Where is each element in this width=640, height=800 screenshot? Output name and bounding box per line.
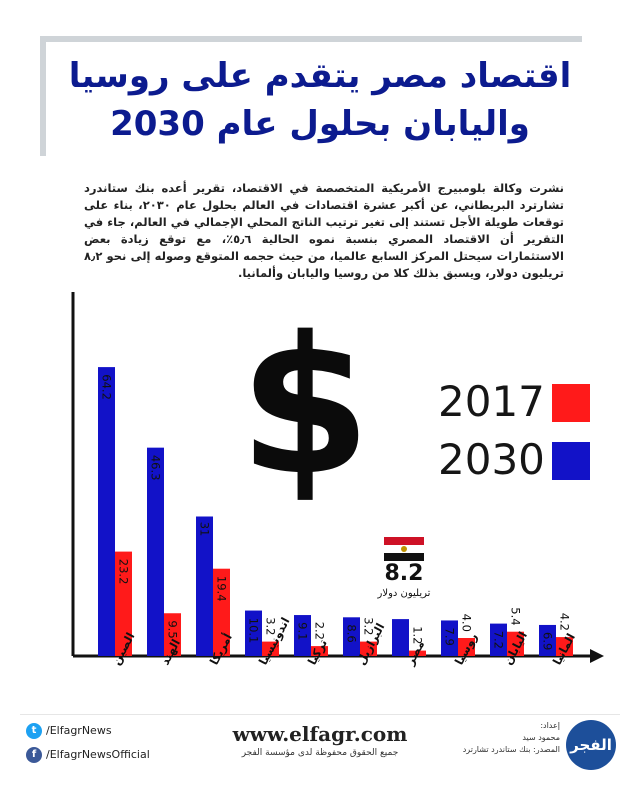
intro-paragraph: نشرت وكالة بلومبيرج الأمريكية المتخصصة ف… [84, 181, 564, 280]
data-label-2017-8: 5.4 [509, 607, 523, 625]
twitter-handle: /ElfagrNews [46, 724, 112, 737]
data-label-2017-4: 2.2 [313, 622, 327, 640]
title-line-2: واليابان بحلول عام 2030 [110, 104, 530, 144]
title-line-1: اقتصاد مصر يتقدم على روسيا [68, 56, 572, 96]
bar-2030-1 [147, 447, 164, 656]
bar-2017-4 [311, 646, 328, 656]
footer-divider [20, 714, 620, 715]
facebook-icon: f [26, 747, 42, 763]
twitter-icon: t [26, 723, 42, 739]
bar-2017-3 [262, 641, 279, 656]
bar-2017-7 [458, 638, 475, 656]
bar-2017-2 [213, 568, 230, 656]
data-label-2030-4: 9.1 [296, 622, 310, 640]
egypt-flag-icon [384, 537, 424, 561]
data-label-2017-0: 23.2 [117, 559, 131, 585]
bar-2030-2 [196, 516, 213, 656]
data-label-2030-9: 6.9 [541, 632, 555, 650]
bar-2017-6 [409, 650, 426, 656]
bar-2017-8 [507, 631, 524, 656]
twitter-link[interactable]: t/ElfagrNews [26, 722, 112, 740]
data-label-2030-2: 31 [198, 522, 212, 537]
bar-2030-3 [245, 610, 262, 656]
legend-label-2030: 2030 [438, 435, 545, 484]
bar-2017-1 [164, 613, 181, 656]
legend-label-2017: 2017 [438, 377, 545, 426]
data-label-2017-2: 19.4 [215, 576, 229, 602]
data-label-2017-6: 1.2 [411, 626, 425, 644]
data-label-2017-7: 4.0 [460, 614, 474, 632]
legend-swatch-2030 [552, 442, 590, 480]
bar-2030-0 [98, 367, 115, 656]
frame-top-border [40, 36, 582, 42]
data-label-2030-7: 7.9 [443, 628, 457, 646]
bar-2030-6 [392, 619, 409, 656]
bar-2017-5 [360, 641, 377, 656]
x-axis-arrow [590, 649, 604, 663]
data-label-2017-9: 4.2 [558, 613, 572, 631]
bar-2030-7 [441, 620, 458, 656]
data-label-2030-3: 10.1 [247, 618, 261, 644]
elfagr-logo: الفجر [566, 720, 616, 770]
data-label-2017-1: 9.5 [166, 620, 180, 638]
facebook-handle: /ElfagrNewsOfficial [46, 748, 150, 761]
bar-2030-5 [343, 617, 360, 656]
data-label-2030-1: 46.3 [149, 455, 163, 481]
bar-2030-4 [294, 615, 311, 656]
data-label-2030-5: 8.6 [345, 624, 359, 642]
egypt-2030-value: 8.2 [384, 561, 424, 586]
bar-2017-9 [556, 637, 573, 656]
data-label-2017-5: 3.2 [362, 617, 376, 635]
source-credit: المصدر: بنك ستاندرد تشارترد [462, 745, 560, 754]
data-label-2017-3: 3.2 [264, 617, 278, 635]
prepared-label: إعداد: [540, 721, 560, 730]
bar-2030-8 [490, 623, 507, 656]
egypt-2030-unit: تريليون دولار [377, 588, 431, 599]
facebook-link[interactable]: f/ElfagrNewsOfficial [26, 746, 150, 764]
bar-2017-0 [115, 551, 132, 656]
website-link[interactable]: www.elfagr.com [232, 722, 408, 746]
credits-block: إعداد: محمود سيد المصدر: بنك ستاندرد تشا… [440, 720, 560, 756]
data-label-2030-8: 7.2 [492, 631, 506, 649]
data-label-2030-0: 64.2 [100, 374, 114, 400]
legend-swatch-2017 [552, 384, 590, 422]
bar-2030-9 [539, 624, 556, 656]
frame-left-border [40, 36, 46, 156]
prepared-by: محمود سيد [522, 733, 560, 742]
page-title: اقتصاد مصر يتقدم على روسيا واليابان بحلو… [60, 52, 580, 148]
rights-notice: جميع الحقوق محفوظة لدى مؤسسة الفجر [241, 748, 399, 758]
dollar-icon: $ [238, 296, 372, 517]
